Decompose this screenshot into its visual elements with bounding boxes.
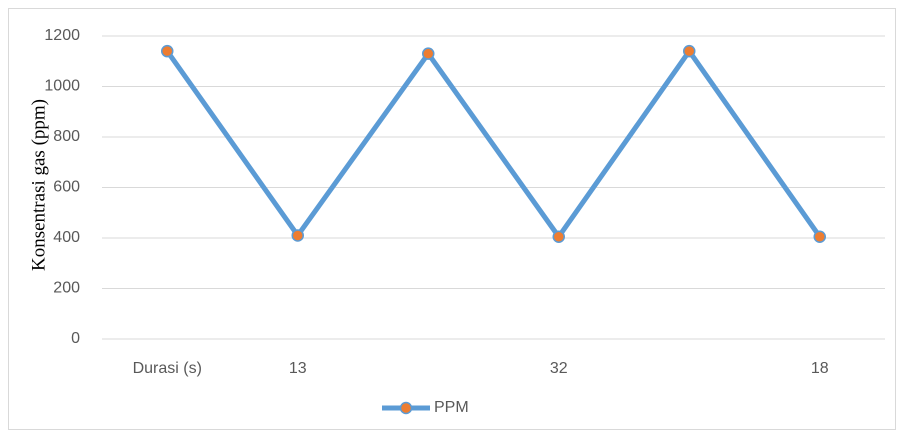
- x-tick-label: 32: [550, 360, 568, 377]
- data-point: [291, 229, 304, 242]
- data-point: [552, 230, 565, 243]
- y-tick-label: 600: [53, 179, 80, 196]
- data-point: [813, 230, 826, 243]
- data-point: [422, 47, 435, 60]
- y-tick-label: 200: [53, 280, 80, 297]
- data-line: [165, 48, 822, 240]
- y-axis-label: Konsentrasi gas (ppm): [28, 99, 49, 271]
- x-tick-label: Durasi (s): [133, 360, 202, 377]
- legend-label: PPM: [434, 399, 469, 416]
- x-tick-label: 18: [811, 360, 829, 377]
- data-point: [161, 44, 174, 58]
- x-tick-label: 13: [289, 360, 307, 377]
- chart-border: [8, 8, 896, 430]
- legend-marker: [399, 401, 413, 415]
- y-tick-label: 400: [53, 229, 80, 246]
- y-tick-label: 800: [53, 128, 80, 145]
- y-tick-label: 0: [71, 330, 80, 347]
- y-tick-label: 1000: [44, 78, 80, 95]
- data-point: [683, 44, 696, 58]
- y-tick-label: 1200: [44, 27, 80, 44]
